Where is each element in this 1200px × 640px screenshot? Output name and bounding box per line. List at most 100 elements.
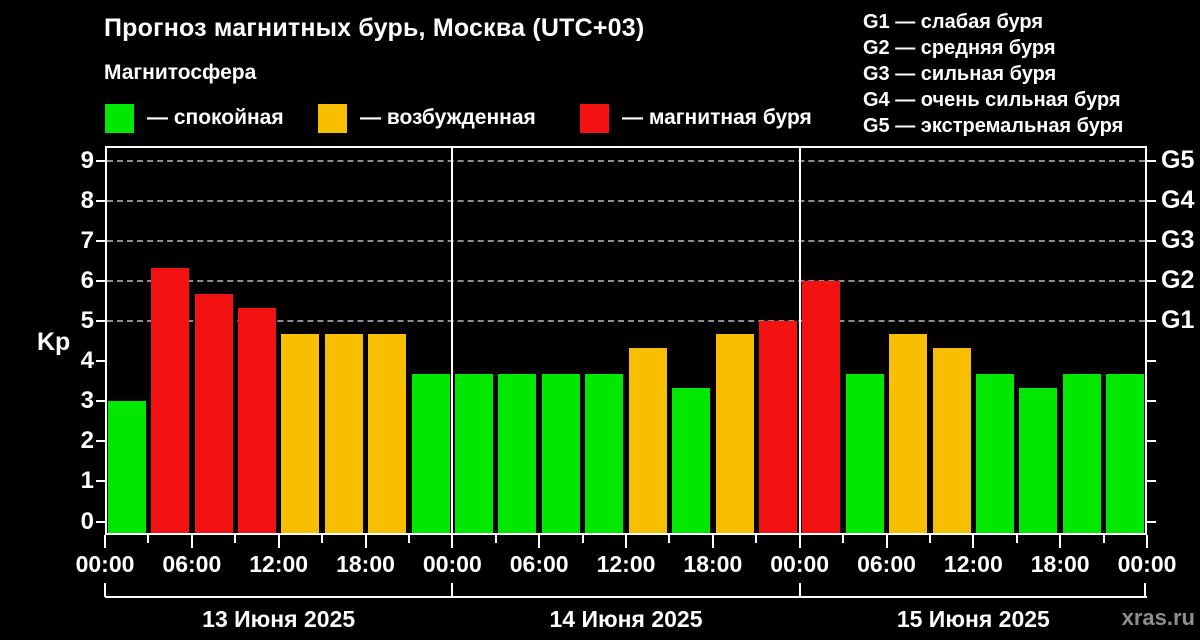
x-tick-label: 00:00 <box>770 551 830 577</box>
x-tick-label: 18:00 <box>683 551 743 577</box>
date-axis-line <box>105 596 1147 598</box>
y-tick-label: 7 <box>80 226 94 254</box>
legend-label: — возбужденная <box>360 106 536 129</box>
kp-bar <box>455 374 494 533</box>
gridline-kp8 <box>107 199 1145 202</box>
x-tick-label: 12:00 <box>249 551 309 577</box>
legend-swatch-storm <box>580 103 609 133</box>
legend-swatch-quiet <box>105 103 134 133</box>
right-axis-tick <box>1147 360 1156 363</box>
y-tick-label: 2 <box>80 427 94 455</box>
x-axis-tick <box>885 535 888 548</box>
right-axis-label-g4: G4 <box>1161 185 1195 214</box>
x-tick-label: 12:00 <box>943 551 1003 577</box>
y-axis-tick <box>96 480 105 483</box>
x-axis-tick <box>1146 535 1148 548</box>
right-axis-tick <box>1147 239 1156 242</box>
legend-item-active: — возбужденная <box>318 103 536 133</box>
date-label: 14 Июня 2025 <box>549 606 703 632</box>
date-axis-tick <box>1144 583 1146 597</box>
right-axis-tick <box>1147 440 1156 443</box>
chart-subtitle: Магнитосфера <box>104 61 257 84</box>
y-tick-label: 5 <box>80 307 94 334</box>
y-tick-label: 8 <box>80 186 94 214</box>
x-axis-tick <box>494 535 497 543</box>
kp-bar <box>237 307 276 533</box>
y-axis-title: Kp <box>37 328 71 356</box>
date-label: 13 Июня 2025 <box>202 606 356 632</box>
y-tick-label: 1 <box>80 467 94 495</box>
right-axis-tick <box>1147 520 1156 523</box>
plot-border <box>105 146 1147 535</box>
legend-label: — спокойная <box>147 106 284 129</box>
x-tick-label: 18:00 <box>336 551 395 577</box>
kp-bar <box>324 334 363 533</box>
kp-bar <box>932 347 971 533</box>
kp-bar <box>151 267 190 533</box>
day-separator-line <box>451 148 454 533</box>
x-axis-tick <box>364 535 367 548</box>
day-separator-line <box>798 148 801 533</box>
x-tick-label: 06:00 <box>509 551 569 577</box>
right-axis-label-g5: G5 <box>1161 145 1195 174</box>
right-axis-tick <box>1147 400 1156 403</box>
x-axis-tick <box>407 535 410 543</box>
y-axis-tick <box>96 320 105 322</box>
date-axis-tick <box>798 583 801 597</box>
kp-bar <box>715 334 754 533</box>
x-axis-tick <box>451 535 454 548</box>
x-tick-label: 06:00 <box>162 551 222 577</box>
kp-bar <box>628 347 667 533</box>
y-axis-tick <box>96 360 105 363</box>
y-axis-tick <box>96 520 105 523</box>
kp-bar <box>672 387 711 533</box>
kp-bar <box>411 374 450 533</box>
date-label: 15 Июня 2025 <box>896 606 1050 632</box>
kp-bar <box>1019 387 1058 533</box>
x-tick-label: 00:00 <box>75 551 135 577</box>
right-axis-label-g1: G1 <box>1161 306 1195 334</box>
gridline-kp7 <box>107 239 1145 242</box>
x-tick-label: 00:00 <box>422 551 482 577</box>
date-axis-tick <box>104 583 106 597</box>
legend-item-storm: — магнитная буря <box>580 103 812 133</box>
x-axis-tick <box>147 535 150 543</box>
x-axis-tick <box>1015 535 1018 543</box>
gridline-kp6 <box>107 279 1145 282</box>
y-axis-tick <box>96 239 105 242</box>
storm-scale-item: G5 — экстремальная буря <box>863 115 1124 137</box>
kp-bar <box>889 334 928 533</box>
x-axis-tick <box>538 535 541 548</box>
kp-bar <box>368 334 407 533</box>
kp-bar <box>976 374 1015 533</box>
gridline-kp9 <box>107 159 1145 162</box>
x-axis-tick <box>842 535 845 543</box>
storm-scale-item: G2 — средняя буря <box>863 37 1056 59</box>
storm-scale-legend: G1 — слабая буря G2 — средняя буря G3 — си… <box>863 9 1123 139</box>
kp-bar <box>498 374 537 533</box>
x-axis-tick <box>277 535 280 548</box>
y-tick-label: 6 <box>80 266 94 294</box>
x-axis-tick <box>711 535 714 548</box>
kp-bar <box>802 280 841 533</box>
right-axis-tick <box>1147 199 1156 202</box>
kp-bar <box>845 374 884 533</box>
kp-bar <box>1062 374 1101 533</box>
gridline-kp5 <box>107 320 1145 322</box>
storm-scale-item: G3 — сильная буря <box>863 63 1057 85</box>
storm-scale-item: G1 — слабая буря <box>863 11 1044 33</box>
y-axis-tick <box>96 199 105 202</box>
x-axis-tick <box>190 535 193 548</box>
x-axis-tick <box>321 535 324 543</box>
legend-label: — магнитная буря <box>622 106 812 129</box>
kp-bar <box>1106 374 1145 533</box>
right-axis-label-g3: G3 <box>1161 225 1195 254</box>
right-axis-tick <box>1147 320 1156 322</box>
kp-bar <box>758 321 797 533</box>
x-axis-tick <box>972 535 975 548</box>
y-tick-label: 4 <box>80 347 94 375</box>
x-axis-tick <box>581 535 584 543</box>
y-axis-tick <box>96 159 105 162</box>
y-tick-label: 0 <box>80 507 94 535</box>
